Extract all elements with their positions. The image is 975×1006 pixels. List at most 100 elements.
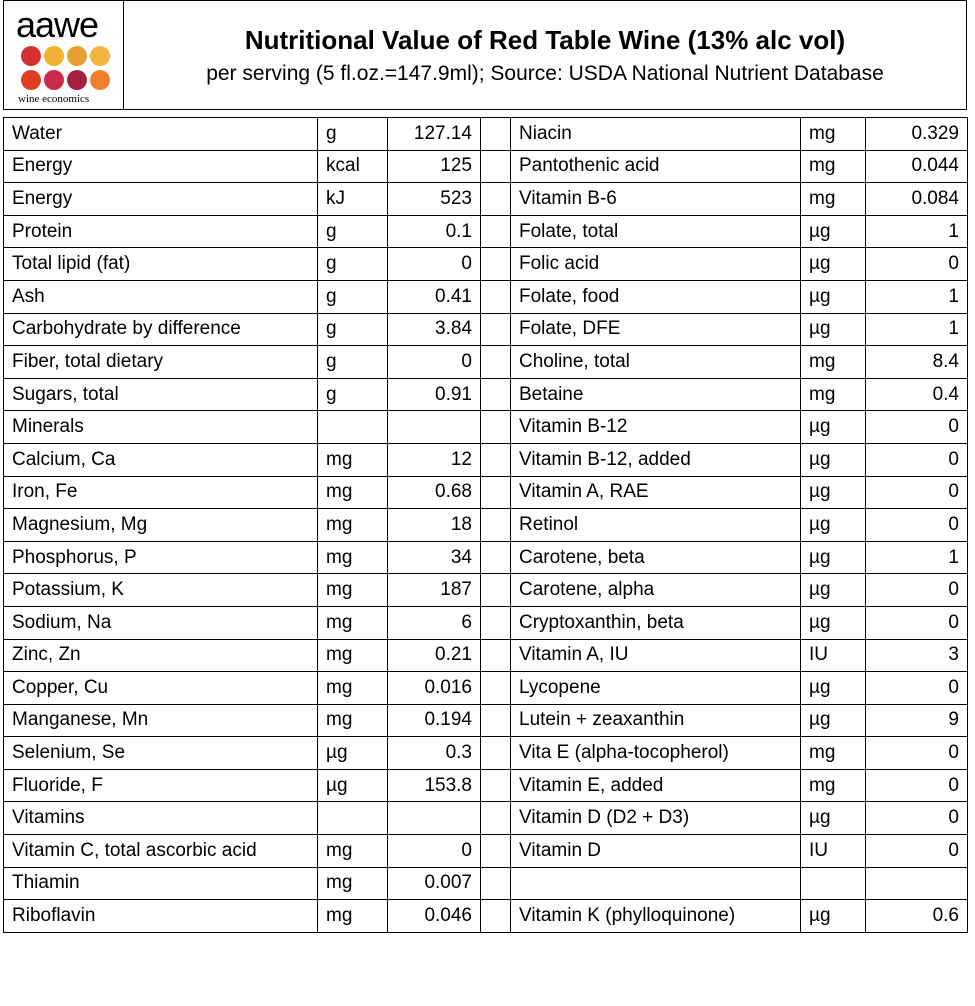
right-nutrient-name — [510, 866, 801, 901]
right-nutrient-name: Vitamin A, RAE — [510, 475, 801, 510]
left-nutrient-name: Protein — [3, 214, 318, 249]
left-nutrient-value: 0.21 — [387, 638, 481, 673]
column-gap — [480, 345, 511, 379]
logo-dot — [67, 46, 87, 66]
left-nutrient-unit: mg — [317, 508, 388, 542]
left-nutrient-value: 0.68 — [387, 475, 481, 510]
right-nutrient-unit: mg — [800, 377, 866, 412]
logo-wordmark: aawe — [16, 4, 99, 45]
left-nutrient-name: Iron, Fe — [3, 475, 318, 510]
right-nutrient-value: 0 — [865, 247, 968, 281]
column-gap — [480, 377, 511, 412]
left-nutrient-name: Total lipid (fat) — [3, 247, 318, 281]
right-nutrient-value: 0.329 — [865, 117, 968, 151]
column-gap — [480, 736, 511, 770]
column-gap — [480, 801, 511, 836]
left-nutrient-unit: µg — [317, 768, 388, 803]
right-nutrient-unit: mg — [800, 736, 866, 770]
left-nutrient-value: 0.016 — [387, 671, 481, 705]
left-nutrient-value: 125 — [387, 149, 481, 184]
page-subtitle: per serving (5 fl.oz.=147.9ml); Source: … — [206, 62, 884, 85]
right-nutrient-value: 0 — [865, 768, 968, 803]
right-nutrient-name: Vitamin K (phylloquinone) — [510, 899, 801, 933]
left-nutrient-unit: mg — [317, 475, 388, 510]
right-nutrient-name: Carotene, beta — [510, 540, 801, 575]
right-nutrient-value: 1 — [865, 279, 968, 314]
right-nutrient-unit: mg — [800, 768, 866, 803]
left-nutrient-unit: µg — [317, 736, 388, 770]
left-nutrient-name: Minerals — [3, 410, 318, 444]
nutrition-table-body: Water g 127.14 Niacin mg 0.329 Energy kcal 125 Pa… — [3, 117, 968, 933]
left-nutrient-value — [387, 801, 481, 836]
aawe-logo: aawe wine economics — [4, 1, 124, 109]
column-gap — [480, 638, 511, 673]
right-nutrient-unit: mg — [800, 345, 866, 379]
left-nutrient-name: Riboflavin — [3, 899, 318, 933]
right-nutrient-unit — [800, 866, 866, 901]
column-gap — [480, 279, 511, 314]
right-nutrient-unit: µg — [800, 279, 866, 314]
left-nutrient-name: Vitamin C, total ascorbic acid — [3, 834, 318, 868]
table-row: Selenium, Se µg 0.3 Vita E (alpha-tocophero… — [3, 736, 968, 770]
column-gap — [480, 247, 511, 281]
table-row: Copper, Cu mg 0.016 Lycopene µg 0 — [3, 671, 968, 705]
left-nutrient-unit: mg — [317, 442, 388, 477]
table-row: Ash g 0.41 Folate, food µg 1 — [3, 279, 968, 314]
left-nutrient-unit: kcal — [317, 149, 388, 184]
left-nutrient-value: 187 — [387, 573, 481, 607]
left-nutrient-unit: kJ — [317, 182, 388, 216]
left-nutrient-unit: mg — [317, 605, 388, 640]
table-row: Fiber, total dietary g 0 Choline, total mg 8.… — [3, 345, 968, 379]
right-nutrient-unit: µg — [800, 573, 866, 607]
right-nutrient-unit: mg — [800, 182, 866, 216]
left-nutrient-value: 0 — [387, 345, 481, 379]
left-nutrient-unit: mg — [317, 671, 388, 705]
left-nutrient-name: Manganese, Mn — [3, 703, 318, 738]
right-nutrient-value: 0 — [865, 736, 968, 770]
right-nutrient-name: Retinol — [510, 508, 801, 542]
table-row: Vitamins Vitamin D (D2 + D3) µg 0 — [3, 801, 968, 836]
right-nutrient-value: 0 — [865, 410, 968, 444]
left-nutrient-name: Zinc, Zn — [3, 638, 318, 673]
left-nutrient-unit: g — [317, 312, 388, 347]
left-nutrient-value: 0 — [387, 247, 481, 281]
left-nutrient-unit: g — [317, 117, 388, 151]
left-nutrient-unit: mg — [317, 834, 388, 868]
left-nutrient-name: Carbohydrate by difference — [3, 312, 318, 347]
logo-subtext: wine economics — [18, 93, 90, 105]
table-row: Carbohydrate by difference g 3.84 Folate, D… — [3, 312, 968, 347]
logo-dots-icon — [21, 46, 110, 90]
right-nutrient-unit: µg — [800, 312, 866, 347]
left-nutrient-value: 523 — [387, 182, 481, 216]
logo-dot — [90, 46, 110, 66]
column-gap — [480, 540, 511, 575]
left-nutrient-name: Selenium, Se — [3, 736, 318, 770]
table-row: Sugars, total g 0.91 Betaine mg 0.4 — [3, 377, 968, 412]
left-nutrient-name: Energy — [3, 182, 318, 216]
left-nutrient-value: 0 — [387, 834, 481, 868]
right-nutrient-value: 0.044 — [865, 149, 968, 184]
right-nutrient-value: 0 — [865, 508, 968, 542]
left-nutrient-name: Sugars, total — [3, 377, 318, 412]
left-nutrient-name: Thiamin — [3, 866, 318, 901]
column-gap — [480, 182, 511, 216]
right-nutrient-unit: µg — [800, 442, 866, 477]
right-nutrient-value: 0 — [865, 801, 968, 836]
column-gap — [480, 149, 511, 184]
left-nutrient-value: 34 — [387, 540, 481, 575]
logo-dot — [21, 46, 41, 66]
right-nutrient-value: 0 — [865, 475, 968, 510]
left-nutrient-value: 0.194 — [387, 703, 481, 738]
right-nutrient-name: Vitamin E, added — [510, 768, 801, 803]
left-nutrient-value: 0.41 — [387, 279, 481, 314]
right-nutrient-name: Carotene, alpha — [510, 573, 801, 607]
table-row: Manganese, Mn mg 0.194 Lutein + zeaxanthin µ… — [3, 703, 968, 738]
right-nutrient-value: 0 — [865, 605, 968, 640]
left-nutrient-name: Sodium, Na — [3, 605, 318, 640]
left-nutrient-value: 3.84 — [387, 312, 481, 347]
right-nutrient-name: Vitamin D (D2 + D3) — [510, 801, 801, 836]
right-nutrient-unit: µg — [800, 605, 866, 640]
left-nutrient-value: 6 — [387, 605, 481, 640]
right-nutrient-unit: µg — [800, 671, 866, 705]
